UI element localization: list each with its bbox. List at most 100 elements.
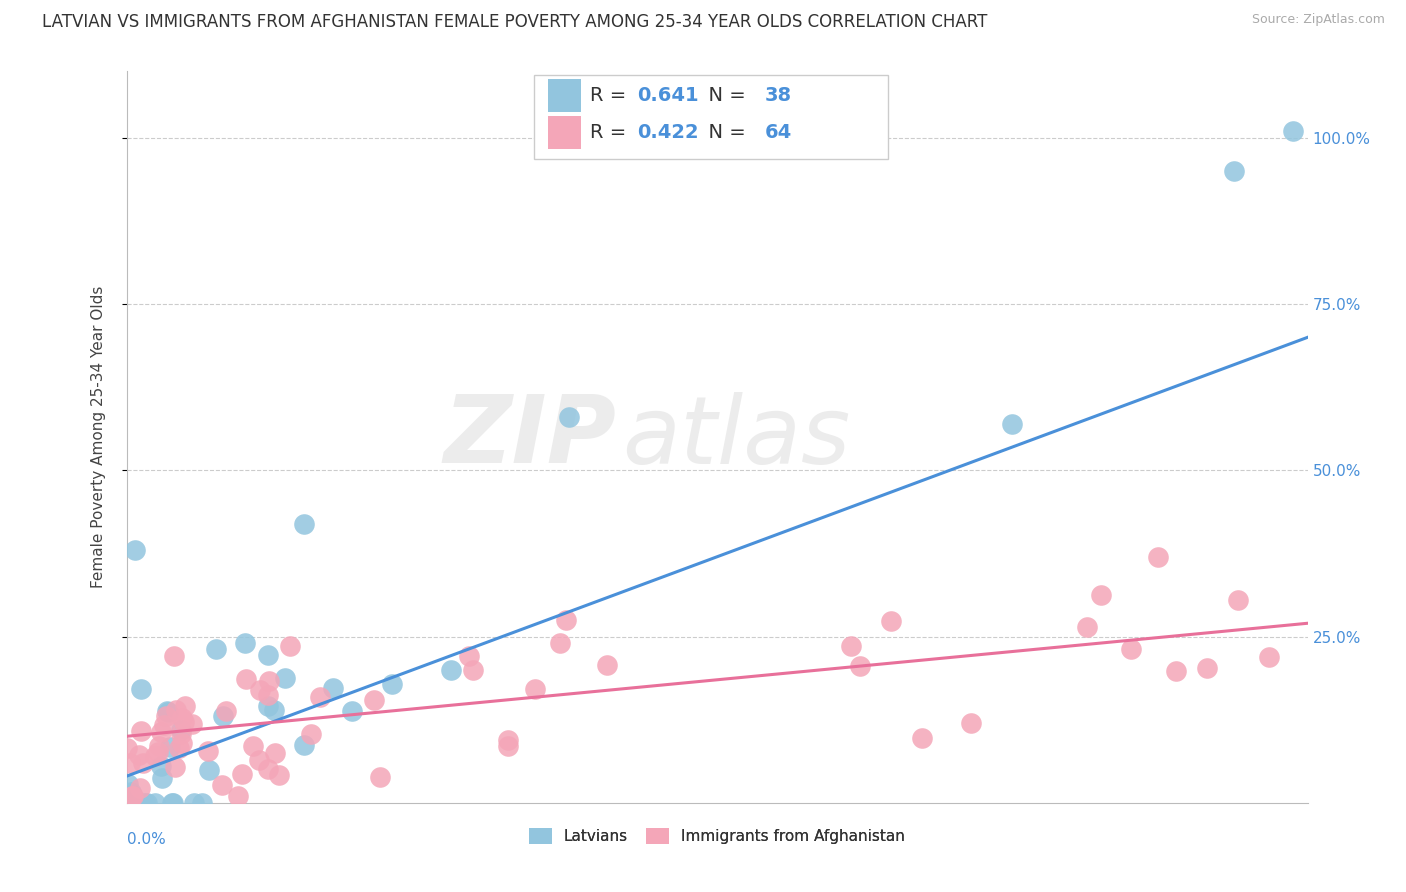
Point [292, 739, 315, 753]
Point [554, 613, 576, 627]
Point [170, 711, 193, 725]
Point [278, 640, 301, 654]
Point [150, 725, 173, 739]
Point [120, 785, 142, 799]
Point [120, 796, 142, 810]
Point [496, 733, 519, 747]
Point [368, 770, 391, 784]
Point [156, 704, 179, 718]
Text: Source: ZipAtlas.com: Source: ZipAtlas.com [1251, 13, 1385, 27]
Point [880, 614, 903, 628]
Point [167, 741, 190, 756]
Point [120, 787, 142, 801]
Text: N =: N = [696, 122, 752, 142]
Point [124, 543, 146, 558]
Point [131, 796, 153, 810]
Point [211, 708, 233, 723]
Text: 38: 38 [765, 86, 792, 105]
Point [191, 796, 214, 810]
Point [292, 516, 315, 531]
Point [153, 718, 176, 732]
Text: 0.641: 0.641 [637, 86, 699, 105]
Point [1001, 417, 1024, 431]
Point [259, 673, 281, 688]
Point [181, 717, 204, 731]
Point [548, 636, 571, 650]
Point [273, 671, 295, 685]
Text: 64: 64 [765, 122, 792, 142]
Point [197, 744, 219, 758]
Point [143, 796, 166, 810]
Point [257, 698, 280, 713]
Point [1076, 619, 1098, 633]
Point [134, 796, 156, 810]
Point [231, 766, 253, 780]
Point [1258, 650, 1281, 665]
Point [128, 781, 150, 796]
Point [121, 789, 143, 804]
Point [839, 640, 862, 654]
FancyBboxPatch shape [548, 79, 581, 112]
Point [211, 778, 233, 792]
Point [160, 796, 183, 810]
Text: 0.0%: 0.0% [127, 832, 166, 847]
Point [148, 745, 170, 759]
Point [150, 772, 173, 786]
Text: 0.422: 0.422 [637, 122, 699, 142]
Text: ZIP: ZIP [444, 391, 617, 483]
Point [1146, 550, 1168, 565]
Point [228, 789, 250, 804]
Point [1166, 664, 1188, 678]
FancyBboxPatch shape [548, 116, 581, 149]
Point [1226, 592, 1249, 607]
Point [848, 658, 870, 673]
Point [340, 704, 363, 718]
Point [264, 746, 287, 760]
Point [170, 727, 193, 741]
Point [299, 727, 322, 741]
Point [558, 410, 581, 425]
Point [1119, 641, 1142, 656]
Point [129, 681, 152, 696]
Point [162, 796, 184, 810]
Point [263, 703, 285, 717]
Point [156, 705, 179, 719]
Text: R =: R = [589, 86, 633, 105]
Point [148, 739, 170, 753]
Point [458, 649, 481, 664]
Point [115, 741, 138, 756]
Point [523, 681, 546, 696]
Point [159, 740, 181, 755]
Point [155, 709, 177, 723]
Point [256, 763, 278, 777]
Point [496, 739, 519, 753]
Point [117, 777, 139, 791]
Point [128, 747, 150, 762]
Point [205, 641, 228, 656]
Point [170, 736, 193, 750]
Text: N =: N = [696, 86, 752, 105]
Point [322, 681, 344, 695]
Point [1282, 124, 1305, 138]
Point [235, 672, 257, 686]
Point [233, 636, 256, 650]
Legend: Latvians, Immigrants from Afghanistan: Latvians, Immigrants from Afghanistan [523, 822, 911, 850]
Point [1090, 588, 1112, 602]
Text: LATVIAN VS IMMIGRANTS FROM AFGHANISTAN FEMALE POVERTY AMONG 25-34 YEAR OLDS CORR: LATVIAN VS IMMIGRANTS FROM AFGHANISTAN F… [42, 13, 987, 31]
Point [249, 682, 271, 697]
Point [120, 756, 142, 770]
Point [163, 649, 186, 664]
Point [596, 658, 619, 673]
Point [173, 714, 195, 729]
Point [959, 715, 981, 730]
Point [242, 739, 264, 754]
Point [1195, 661, 1218, 675]
FancyBboxPatch shape [534, 75, 889, 159]
Point [131, 756, 153, 770]
Point [122, 789, 145, 804]
Point [149, 758, 172, 772]
Point [381, 676, 404, 690]
Point [256, 688, 278, 702]
Point [309, 690, 332, 704]
Point [174, 699, 197, 714]
